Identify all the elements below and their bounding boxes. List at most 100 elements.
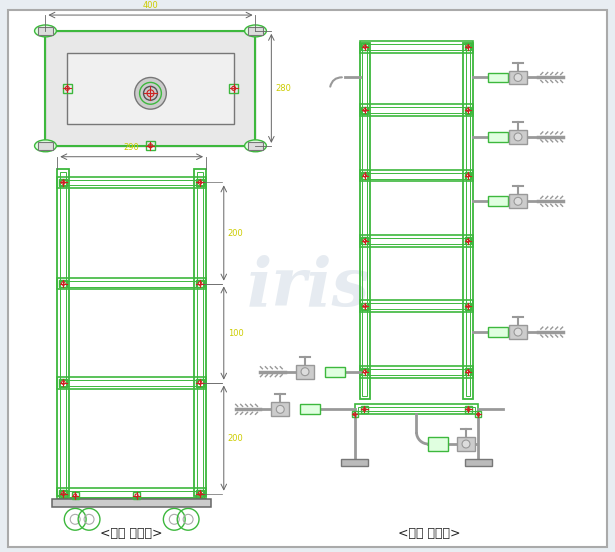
- Bar: [509, 194, 527, 208]
- Bar: [509, 325, 527, 339]
- Bar: [464, 303, 472, 310]
- Bar: [475, 411, 482, 417]
- Text: 200: 200: [228, 433, 244, 443]
- Ellipse shape: [245, 140, 266, 152]
- Bar: [38, 27, 54, 35]
- Bar: [38, 142, 54, 150]
- Circle shape: [514, 198, 522, 205]
- Bar: [429, 437, 448, 451]
- Bar: [60, 179, 203, 185]
- Bar: [341, 459, 368, 466]
- Bar: [362, 107, 368, 114]
- Bar: [360, 300, 474, 312]
- Bar: [464, 459, 492, 466]
- Bar: [194, 168, 206, 496]
- Bar: [352, 411, 357, 417]
- Bar: [146, 141, 155, 150]
- Bar: [360, 43, 370, 400]
- Text: 290: 290: [124, 143, 140, 152]
- Bar: [464, 237, 472, 245]
- Bar: [133, 492, 140, 499]
- Bar: [465, 406, 472, 413]
- Ellipse shape: [245, 25, 266, 37]
- Bar: [362, 44, 470, 50]
- Bar: [59, 490, 67, 497]
- Bar: [60, 172, 66, 492]
- Bar: [462, 43, 474, 400]
- Ellipse shape: [34, 25, 57, 37]
- Bar: [362, 173, 470, 178]
- Text: 200: 200: [228, 229, 244, 237]
- Bar: [46, 31, 255, 146]
- Bar: [196, 490, 204, 497]
- Bar: [464, 43, 472, 50]
- Bar: [360, 104, 474, 116]
- Bar: [488, 72, 508, 82]
- Ellipse shape: [34, 140, 57, 152]
- Bar: [57, 487, 206, 500]
- Text: iris: iris: [247, 255, 370, 320]
- Circle shape: [514, 328, 522, 336]
- Bar: [60, 491, 203, 496]
- Bar: [196, 379, 204, 386]
- Bar: [229, 84, 238, 93]
- Circle shape: [514, 73, 522, 82]
- Bar: [488, 132, 508, 142]
- Bar: [361, 406, 368, 413]
- Bar: [360, 366, 474, 378]
- Text: <오존 반응기>: <오존 반응기>: [100, 527, 163, 540]
- Bar: [46, 31, 255, 146]
- Bar: [362, 369, 470, 375]
- Bar: [362, 43, 368, 50]
- Bar: [357, 407, 475, 411]
- Bar: [488, 327, 508, 337]
- Bar: [271, 402, 289, 416]
- Bar: [60, 380, 203, 385]
- Bar: [325, 367, 344, 376]
- Bar: [464, 107, 472, 114]
- Bar: [72, 492, 79, 499]
- Text: 280: 280: [276, 84, 291, 93]
- Text: <여과 반응기>: <여과 반응기>: [398, 527, 460, 540]
- Bar: [52, 500, 211, 507]
- Bar: [59, 379, 67, 386]
- Bar: [67, 52, 234, 124]
- Bar: [355, 405, 478, 415]
- Bar: [488, 197, 508, 206]
- Bar: [196, 279, 204, 288]
- Bar: [197, 172, 203, 492]
- Bar: [362, 107, 470, 113]
- Bar: [296, 365, 314, 379]
- Bar: [248, 142, 263, 150]
- Bar: [362, 368, 368, 375]
- Bar: [196, 178, 204, 187]
- Bar: [59, 178, 67, 187]
- Circle shape: [301, 368, 309, 376]
- Bar: [63, 84, 72, 93]
- Bar: [362, 303, 368, 310]
- Bar: [464, 368, 472, 375]
- Bar: [360, 169, 474, 182]
- Circle shape: [276, 405, 284, 413]
- Circle shape: [135, 77, 166, 109]
- Bar: [57, 177, 206, 188]
- Bar: [362, 304, 470, 309]
- Bar: [457, 437, 475, 451]
- Text: 400: 400: [143, 1, 158, 10]
- Bar: [362, 172, 368, 179]
- Bar: [362, 46, 367, 396]
- Bar: [59, 279, 67, 288]
- Bar: [464, 172, 472, 179]
- Bar: [57, 168, 69, 496]
- Bar: [360, 235, 474, 247]
- Bar: [362, 238, 470, 244]
- Bar: [248, 27, 263, 35]
- Bar: [466, 46, 470, 396]
- Bar: [509, 130, 527, 144]
- Bar: [360, 41, 474, 52]
- Circle shape: [514, 133, 522, 141]
- Bar: [300, 405, 320, 415]
- Bar: [362, 237, 368, 245]
- Circle shape: [462, 440, 470, 448]
- Bar: [509, 71, 527, 84]
